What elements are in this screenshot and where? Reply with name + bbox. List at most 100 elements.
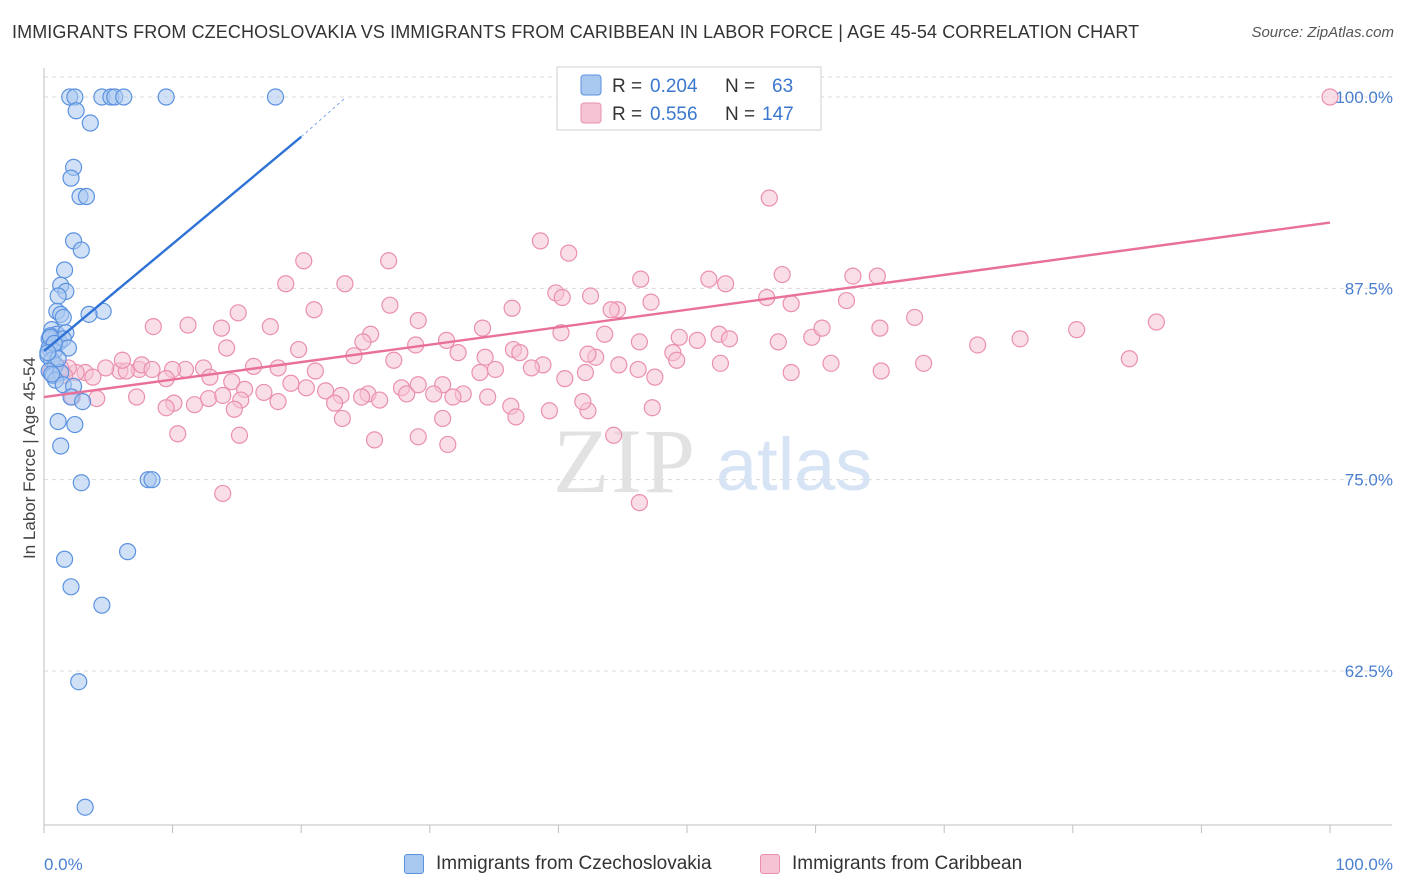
caribbean-point [179, 316, 197, 334]
caribbean-point [574, 393, 592, 411]
caribbean-point [871, 319, 889, 337]
caribbean-point [479, 388, 497, 406]
caribbean-point [540, 402, 558, 420]
caribbean-point [297, 379, 315, 397]
caribbean-point [157, 399, 175, 417]
caribbean-point [144, 318, 162, 336]
caribbean-point [434, 409, 452, 428]
y-tick-label: 100.0% [1335, 88, 1393, 107]
caribbean-point [486, 360, 504, 379]
legend-n-value: 63 [772, 76, 793, 97]
caribbean-point [214, 484, 232, 503]
caribbean-point [269, 393, 287, 411]
caribbean-point [333, 409, 351, 428]
caribbean-point [282, 374, 300, 392]
caribbean-point [837, 291, 856, 310]
caribbean-point [602, 301, 620, 319]
caribbean-point [552, 324, 570, 342]
caribbean-point [143, 360, 161, 379]
caribbean-point [354, 333, 372, 351]
caribbean-point [201, 368, 219, 386]
czechoslovakia-point [49, 287, 67, 305]
grid-lines [44, 76, 1392, 672]
caribbean-point [1120, 350, 1138, 368]
caribbean-point [596, 325, 614, 343]
caribbean-point [380, 252, 398, 270]
caribbean-point [769, 333, 787, 351]
caribbean-point [295, 252, 313, 270]
czechoslovakia-point [49, 412, 67, 431]
caribbean-point [1321, 88, 1339, 106]
caribbean-point [522, 359, 540, 377]
caribbean-point [409, 311, 427, 330]
caribbean-point [185, 396, 204, 414]
caribbean-point [646, 368, 664, 386]
caribbean-point [290, 340, 308, 359]
czechoslovakia-point [54, 308, 72, 327]
watermark: ZIP atlas [553, 410, 872, 512]
caribbean-point [782, 295, 800, 313]
correlation-legend: R = 0.204 N = 63 R = 0.556 N = 147 [556, 66, 822, 131]
caribbean-point [1147, 313, 1165, 331]
y-tick-label: 62.5% [1345, 662, 1393, 681]
caribbean-point [200, 389, 218, 408]
czechoslovakia-point [70, 673, 88, 691]
caribbean-point [218, 339, 236, 357]
legend-label-czechoslovakia: Immigrants from Czechoslovakia [436, 853, 712, 874]
caribbean-point [531, 232, 549, 250]
caribbean-point [439, 435, 457, 454]
caribbean-point [969, 336, 987, 354]
caribbean-point [425, 385, 443, 403]
caribbean-point [560, 244, 578, 262]
legend-n-value: 147 [762, 104, 794, 125]
legend-r-value: 0.556 [650, 104, 698, 125]
czechoslovakia-point [62, 169, 80, 187]
caribbean-point [576, 363, 595, 382]
legend-r-value: 0.204 [650, 76, 698, 97]
caribbean-point [629, 360, 647, 379]
caribbean-point [449, 344, 467, 362]
chart-title: IMMIGRANTS FROM CZECHOSLOVAKIA VS IMMIGR… [12, 22, 1140, 42]
czechoslovakia-point [62, 578, 80, 596]
legend-r-label: R = [612, 76, 642, 97]
caribbean-point [700, 270, 718, 288]
czechoslovakia-point [43, 365, 61, 383]
caribbean-point [716, 275, 735, 293]
y-tick-label: 87.5% [1345, 279, 1393, 298]
czechoslovakia-point [72, 474, 90, 492]
caribbean-point [579, 345, 597, 363]
caribbean-point [371, 391, 389, 409]
caribbean-point [720, 330, 739, 348]
legend-label-caribbean: Immigrants from Caribbean [792, 853, 1023, 874]
caribbean-point [630, 333, 649, 351]
czechoslovakia-point [72, 241, 90, 259]
x-axis-ticks [43, 825, 1331, 833]
caribbean-point [398, 385, 416, 403]
caribbean-point [269, 359, 287, 377]
caribbean-point [127, 388, 146, 406]
caribbean-point [97, 359, 115, 377]
czechoslovakia-point [115, 88, 133, 106]
caribbean-point [868, 267, 886, 285]
czechoslovakia-point [81, 114, 99, 132]
legend-swatch-czechoslovakia [404, 854, 424, 874]
watermark-atlas: atlas [716, 423, 872, 506]
caribbean-point [632, 270, 650, 288]
x-tick-labels: 0.0% 100.0% [44, 855, 1393, 874]
caribbean-point [225, 400, 243, 418]
y-tick-label: 75.0% [1345, 471, 1393, 490]
legend-swatch-blue [580, 74, 602, 96]
caribbean-point [844, 267, 862, 285]
caribbean-point [229, 304, 247, 322]
caribbean-point [782, 363, 800, 382]
czechoslovakia-point [39, 344, 57, 362]
caribbean-point [261, 318, 279, 336]
czechoslovakia-trend-line [43, 135, 302, 353]
caribbean-point [385, 351, 403, 369]
caribbean-point [277, 275, 295, 293]
caribbean-points [41, 88, 1339, 512]
series-legend: Immigrants from Czechoslovakia Immigrant… [0, 853, 1406, 879]
caribbean-point [471, 363, 489, 382]
caribbean-point [813, 319, 831, 337]
